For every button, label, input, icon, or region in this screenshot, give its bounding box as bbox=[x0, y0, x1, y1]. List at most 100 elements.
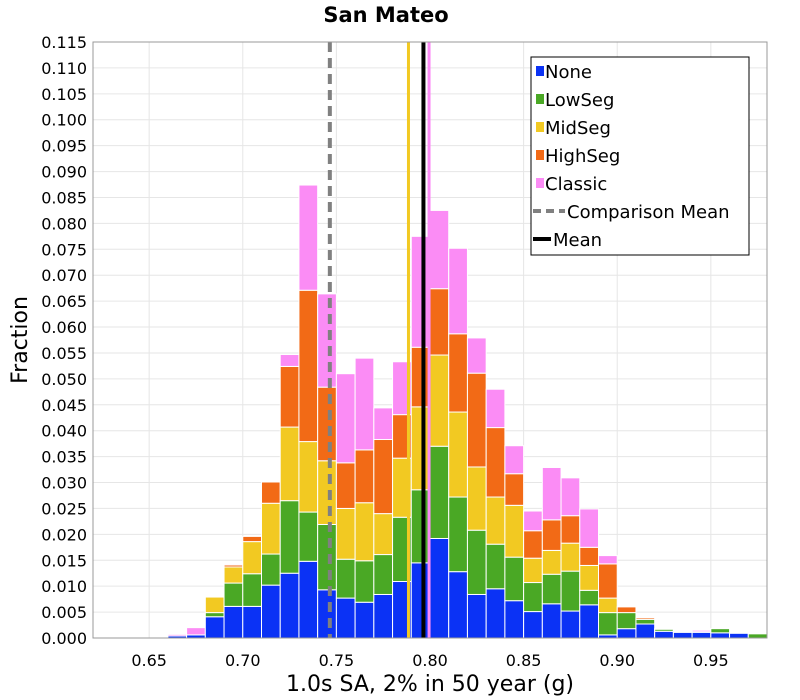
bar-segment-classic bbox=[654, 628, 674, 630]
bar-segment-midseg bbox=[560, 542, 581, 572]
legend-label: LowSeg bbox=[545, 90, 614, 111]
legend-swatch bbox=[536, 66, 544, 76]
legend-label: Mean bbox=[553, 230, 602, 251]
bar-segment-none bbox=[504, 600, 525, 639]
bar-segment-midseg bbox=[279, 426, 300, 502]
bar-segment-classic bbox=[466, 337, 487, 374]
bar-segment-lowseg bbox=[298, 511, 319, 562]
bar-segment-highseg bbox=[335, 462, 356, 509]
bar-segment-highseg bbox=[429, 288, 450, 356]
bar-segment-lowseg bbox=[429, 445, 450, 539]
bar-segment-none bbox=[317, 589, 337, 639]
bar-segment-none bbox=[672, 631, 693, 639]
x-tick-label: 0.70 bbox=[225, 651, 261, 670]
bar-segment-none bbox=[710, 632, 731, 639]
legend-label: MidSeg bbox=[545, 118, 611, 139]
y-tick-label: 0.020 bbox=[41, 525, 87, 544]
bar-segment-lowseg bbox=[485, 543, 506, 590]
bar-segment-none bbox=[560, 610, 581, 639]
y-tick-label: 0.035 bbox=[41, 448, 87, 467]
bar-segment-lowseg bbox=[747, 633, 768, 639]
bar-segment-none bbox=[429, 537, 450, 639]
y-axis-label: Fraction bbox=[8, 296, 33, 384]
y-tick-label: 0.115 bbox=[41, 33, 87, 52]
bar-segment-classic bbox=[429, 209, 450, 290]
bar-segment-classic bbox=[186, 627, 206, 636]
bar-segment-midseg bbox=[579, 564, 599, 591]
bar-segment-none bbox=[541, 603, 562, 639]
bar-segment-lowseg bbox=[204, 612, 225, 618]
bar-segment-none bbox=[654, 630, 674, 639]
x-tick-label: 0.95 bbox=[693, 651, 729, 670]
bar-segment-classic bbox=[598, 555, 618, 565]
bar-segment-highseg bbox=[560, 515, 581, 544]
bar-segment-highseg bbox=[354, 449, 375, 504]
bar-segment-none bbox=[616, 628, 637, 639]
bar-segment-none bbox=[635, 623, 656, 639]
bar-segment-midseg bbox=[317, 460, 337, 526]
bar-segment-classic bbox=[223, 563, 244, 566]
bar-segment-classic bbox=[560, 477, 581, 517]
bar-segment-highseg bbox=[448, 333, 468, 413]
y-tick-label: 0.100 bbox=[41, 111, 87, 130]
bar-segment-none bbox=[523, 611, 543, 639]
y-tick-label: 0.075 bbox=[41, 240, 87, 259]
bar-segment-midseg bbox=[242, 541, 262, 575]
bar-segment-lowseg bbox=[242, 573, 262, 607]
y-tick-label: 0.055 bbox=[41, 344, 87, 363]
y-tick-label: 0.010 bbox=[41, 577, 87, 596]
bar-segment-highseg bbox=[317, 386, 337, 462]
y-tick-label: 0.110 bbox=[41, 59, 87, 78]
bar-segment-highseg bbox=[242, 535, 262, 543]
y-tick-label: 0.090 bbox=[41, 163, 87, 182]
bar-segment-lowseg bbox=[560, 570, 581, 612]
bar-segment-midseg bbox=[466, 466, 487, 531]
bar-segment-classic bbox=[167, 633, 188, 637]
bar-segment-lowseg bbox=[504, 556, 525, 602]
chart-title: San Mateo bbox=[323, 3, 448, 27]
mean-lines bbox=[327, 42, 431, 638]
bar-segment-highseg bbox=[373, 439, 394, 515]
bar-segment-highseg bbox=[279, 365, 300, 428]
bar-segment-midseg bbox=[598, 597, 618, 614]
bar-segment-classic bbox=[485, 388, 506, 429]
bar-segment-lowseg bbox=[317, 524, 337, 591]
bar-segment-midseg bbox=[335, 507, 356, 560]
y-tick-label: 0.060 bbox=[41, 318, 87, 337]
bar-segment-none bbox=[691, 631, 712, 639]
bar-segment-lowseg bbox=[223, 582, 244, 607]
bar-segment-midseg bbox=[354, 502, 375, 562]
bar-segment-classic bbox=[691, 629, 712, 633]
legend-swatch bbox=[536, 94, 544, 104]
bar-segment-lowseg bbox=[335, 558, 356, 599]
bar-segment-classic bbox=[410, 235, 431, 348]
bar-segment-highseg bbox=[541, 519, 562, 551]
bar-segment-classic bbox=[298, 184, 319, 291]
bar-segment-midseg bbox=[204, 596, 225, 614]
bar-segment-none bbox=[729, 632, 749, 639]
bar-segment-highseg bbox=[616, 606, 637, 614]
bar-segment-highseg bbox=[261, 481, 281, 504]
x-tick-label: 0.65 bbox=[131, 651, 167, 670]
bar-segment-highseg bbox=[635, 617, 656, 620]
y-axis-ticks: 0.000 0.005 0.010 0.015 0.020 0.025 0.030 0.035… bbox=[41, 33, 87, 648]
bar-segment-lowseg bbox=[598, 612, 618, 636]
bar-segment-none bbox=[204, 616, 225, 639]
y-tick-label: 0.030 bbox=[41, 474, 87, 493]
bar-segment-highseg bbox=[410, 346, 431, 408]
y-tick-label: 0.050 bbox=[41, 370, 87, 389]
bar-segment-lowseg bbox=[616, 612, 637, 630]
bar-segment-midseg bbox=[429, 354, 450, 447]
y-tick-label: 0.070 bbox=[41, 266, 87, 285]
bar-segment-lowseg bbox=[448, 496, 468, 573]
bar-segment-lowseg bbox=[466, 529, 487, 595]
bar-segment-classic bbox=[354, 357, 375, 451]
bar-segment-highseg bbox=[523, 530, 543, 559]
bar-segment-lowseg bbox=[541, 573, 562, 605]
bar-segment-highseg bbox=[579, 546, 599, 566]
bar-segment-classic bbox=[448, 247, 468, 335]
y-tick-label: 0.025 bbox=[41, 499, 87, 518]
bar-segment-none bbox=[223, 605, 244, 639]
bar-segment-none bbox=[261, 584, 281, 639]
